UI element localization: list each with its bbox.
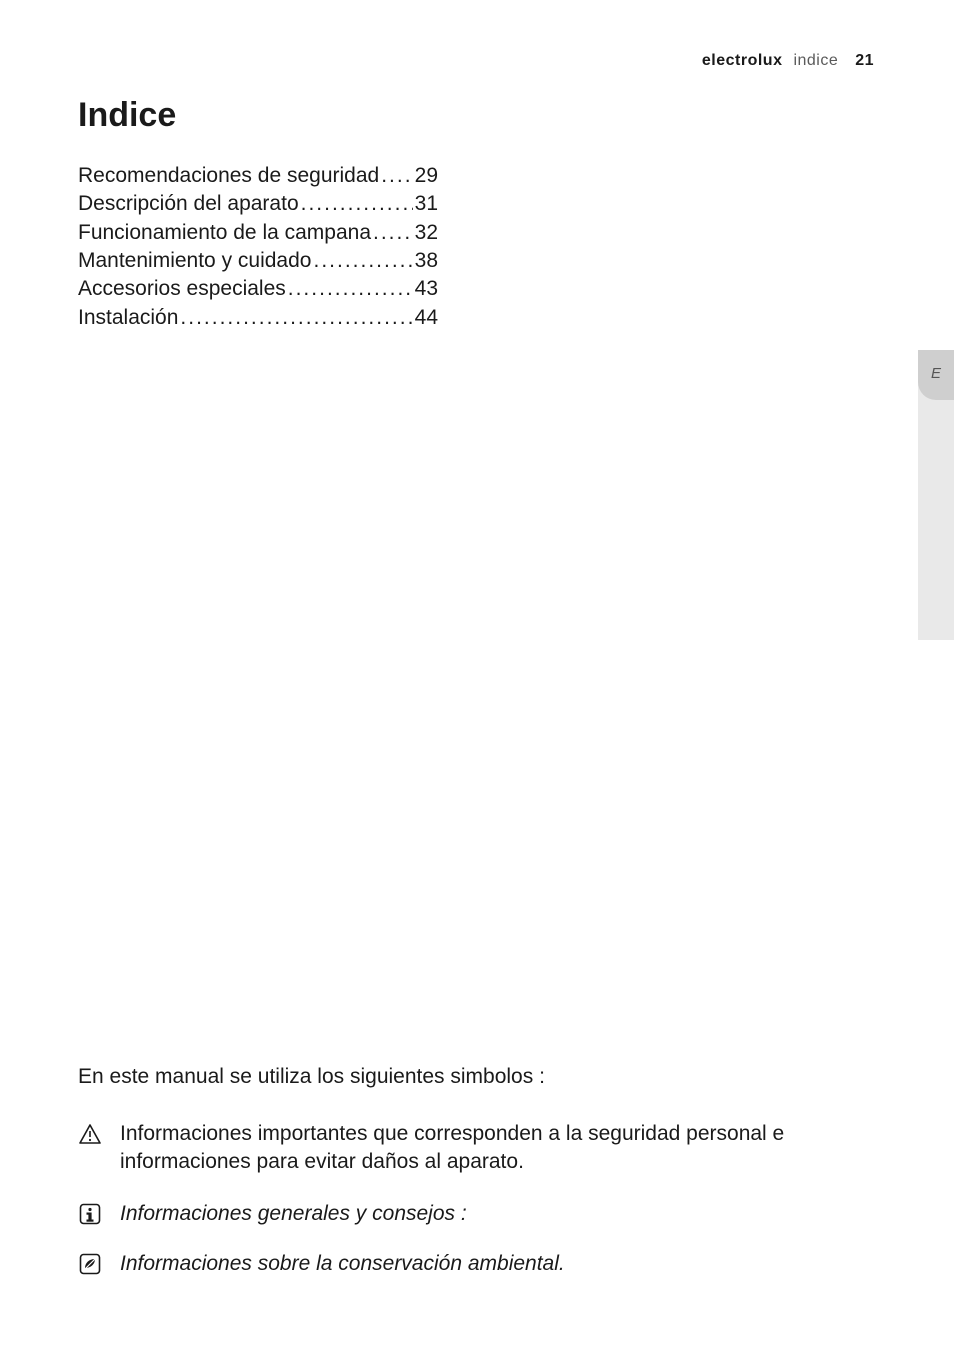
header-page-number: 21 — [855, 52, 874, 69]
toc-dot-leader: ........................................… — [288, 275, 413, 303]
toc-page-number: 32 — [415, 219, 438, 247]
recycle-leaf-icon — [78, 1252, 102, 1276]
info-i-icon — [78, 1202, 102, 1226]
symbol-row-warning: Informaciones importantes que correspond… — [78, 1120, 880, 1177]
toc-row: Instalación.............................… — [78, 304, 438, 332]
toc-label: Accesorios especiales — [78, 275, 286, 303]
symbol-text: Informaciones generales y consejos : — [120, 1200, 467, 1228]
toc-page-number: 38 — [415, 247, 438, 275]
language-side-tab: E — [918, 350, 954, 640]
symbol-text: Informaciones sobre la conservación ambi… — [120, 1250, 565, 1278]
header-section: indice — [793, 52, 838, 69]
page-title: Indice — [78, 96, 176, 135]
toc-label: Descripción del aparato — [78, 190, 299, 218]
warning-triangle-icon — [78, 1122, 102, 1146]
page-header: electrolux indice 21 — [702, 52, 874, 70]
toc-page-number: 44 — [415, 304, 438, 332]
toc-dot-leader: ........................................… — [381, 162, 412, 190]
symbol-text: Informaciones importantes que correspond… — [120, 1120, 880, 1177]
symbol-row-info: Informaciones generales y consejos : — [78, 1200, 467, 1228]
toc-row: Funcionamiento de la campana............… — [78, 219, 438, 247]
document-page: electrolux indice 21 Indice Recomendacio… — [0, 0, 954, 1352]
toc-dot-leader: ........................................… — [373, 219, 413, 247]
table-of-contents: Recomendaciones de seguridad............… — [78, 162, 438, 332]
toc-page-number: 29 — [415, 162, 438, 190]
side-tab-letter: E — [918, 365, 954, 382]
toc-page-number: 43 — [415, 275, 438, 303]
toc-row: Mantenimiento y cuidado.................… — [78, 247, 438, 275]
toc-page-number: 31 — [415, 190, 438, 218]
toc-label: Mantenimiento y cuidado — [78, 247, 311, 275]
symbols-intro-text: En este manual se utiliza los siguientes… — [78, 1065, 545, 1089]
toc-row: Descripción del aparato.................… — [78, 190, 438, 218]
toc-dot-leader: ........................................… — [180, 304, 412, 332]
toc-row: Recomendaciones de seguridad............… — [78, 162, 438, 190]
toc-label: Instalación — [78, 304, 178, 332]
toc-label: Funcionamiento de la campana — [78, 219, 371, 247]
toc-label: Recomendaciones de seguridad — [78, 162, 379, 190]
toc-row: Accesorios especiales...................… — [78, 275, 438, 303]
toc-dot-leader: ........................................… — [301, 190, 413, 218]
header-brand: electrolux — [702, 52, 783, 69]
toc-dot-leader: ........................................… — [313, 247, 412, 275]
symbol-row-environment: Informaciones sobre la conservación ambi… — [78, 1250, 565, 1278]
